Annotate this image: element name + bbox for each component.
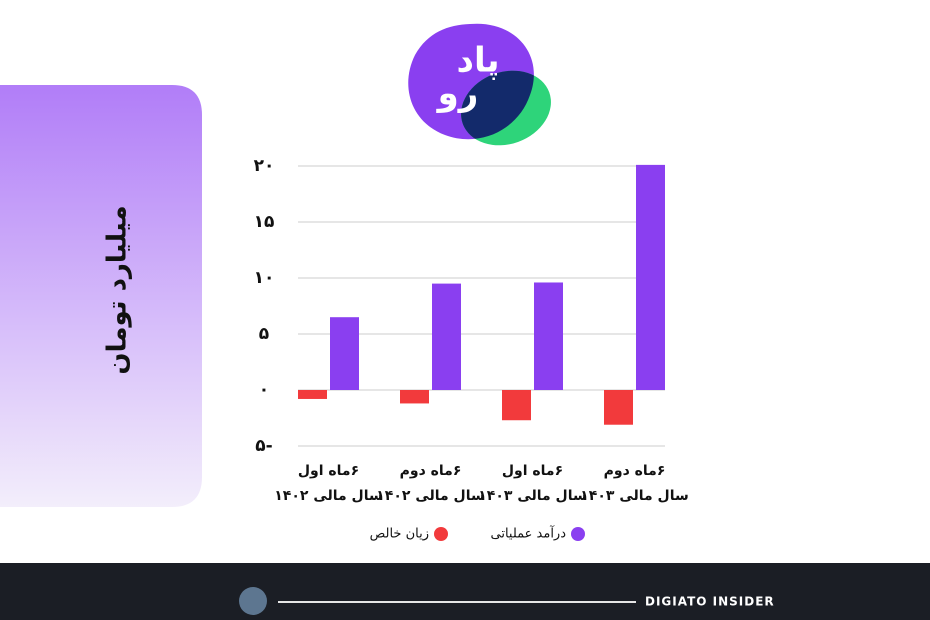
logo-text: پاد bbox=[457, 41, 500, 81]
x-tick-label: ۶ماه اول bbox=[502, 463, 563, 479]
legend-label: زیان خالص bbox=[370, 527, 429, 542]
bar bbox=[604, 390, 633, 425]
footer-text: DIGIATO INSIDER bbox=[645, 595, 775, 609]
x-tick-label: ۶ماه دوم bbox=[400, 463, 462, 479]
bar bbox=[432, 283, 461, 390]
x-tick-label: سال مالی ۱۴۰۳ bbox=[478, 488, 586, 504]
logo-text: رو bbox=[436, 74, 479, 114]
logo: پاد رو bbox=[408, 23, 551, 146]
y-tick-label: ۱۵ bbox=[254, 212, 275, 232]
legend-label: درآمد عملیاتی bbox=[490, 525, 566, 542]
x-tick-label: سال مالی ۱۴۰۳ bbox=[580, 488, 688, 504]
legend-swatch bbox=[571, 527, 585, 541]
x-tick-label: سال مالی ۱۴۰۲ bbox=[376, 488, 484, 504]
footer bbox=[0, 563, 930, 620]
x-tick-label: ۶ماه اول bbox=[298, 463, 359, 479]
x-tick-label: سال مالی ۱۴۰۲ bbox=[274, 488, 382, 504]
legend-swatch bbox=[434, 527, 448, 541]
y-tick-label: ۰ bbox=[259, 380, 269, 400]
bar bbox=[636, 164, 665, 390]
y-tick-label: -۵ bbox=[255, 436, 272, 456]
bar bbox=[298, 390, 327, 399]
x-tick-label: ۶ماه دوم bbox=[604, 463, 666, 479]
footer-icon bbox=[239, 587, 267, 615]
y-tick-label: ۲۰ bbox=[254, 156, 275, 176]
y-axis-label: میلیارد تومان bbox=[103, 205, 133, 374]
bar bbox=[400, 390, 429, 404]
bar bbox=[330, 317, 359, 390]
side-panel bbox=[0, 85, 202, 507]
plot: -۵ ۰ ۵ ۱۰ ۱۵ ۲۰ ۶ماه اول سال مالی ۱۴۰۲ ۶ماه دوم س… bbox=[254, 156, 689, 542]
y-tick-label: ۱۰ bbox=[254, 268, 275, 288]
bar bbox=[502, 390, 531, 421]
bar bbox=[534, 282, 563, 390]
y-tick-label: ۵ bbox=[259, 324, 269, 344]
